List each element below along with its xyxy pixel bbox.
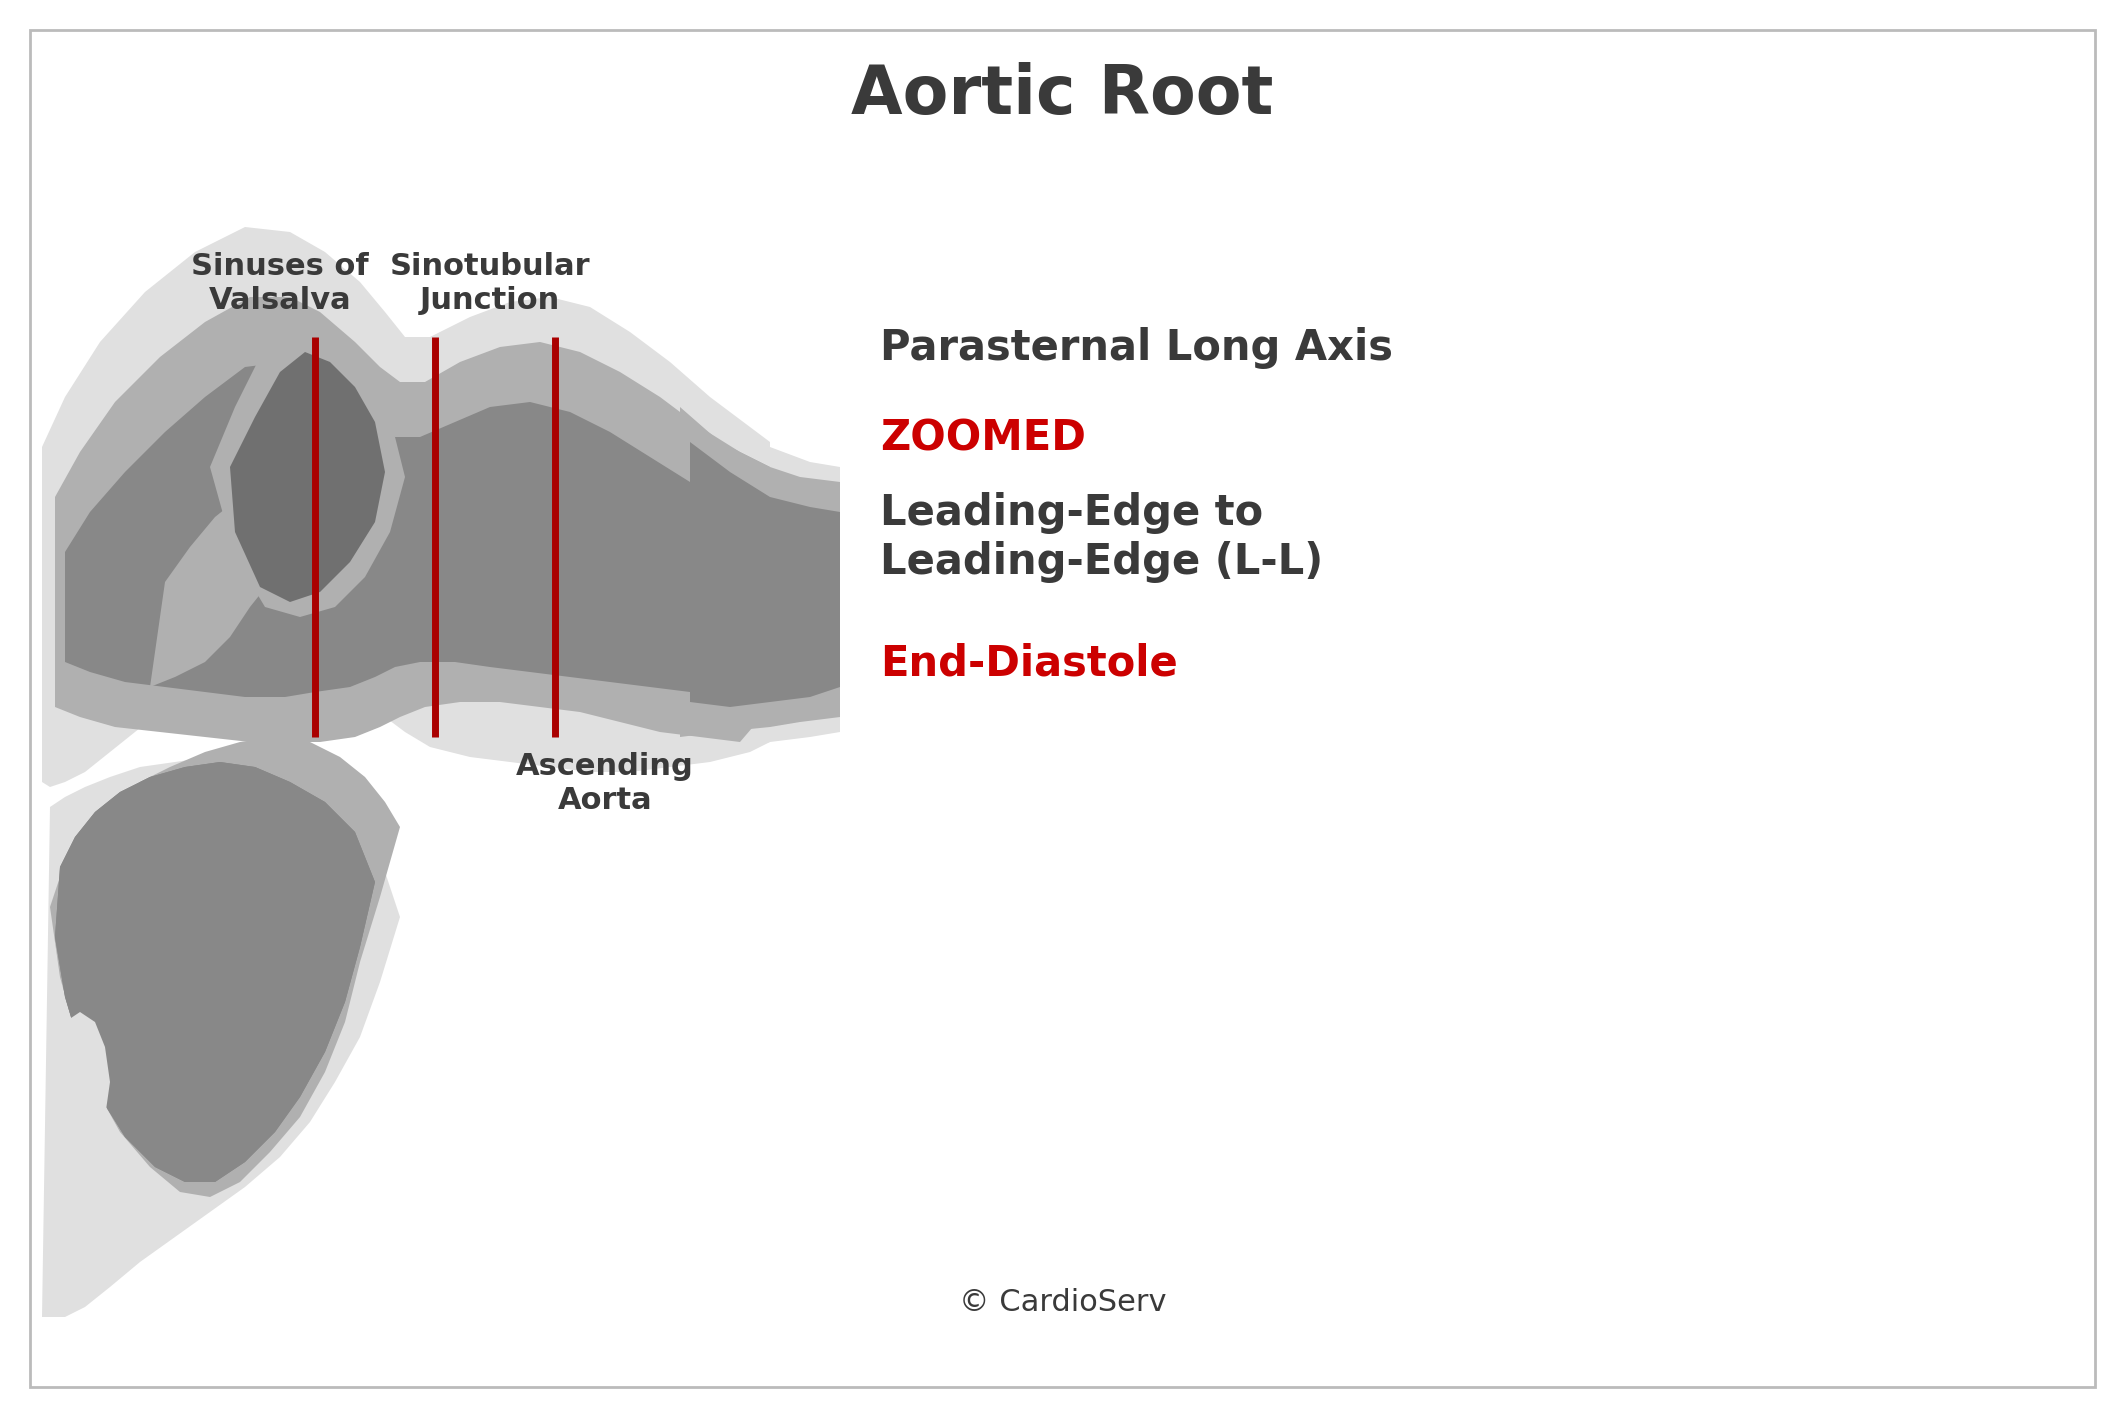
Polygon shape [680,407,839,737]
Text: Sinuses of
Valsalva: Sinuses of Valsalva [191,252,370,315]
Text: Ascending
Aorta: Ascending Aorta [516,752,695,815]
Polygon shape [55,762,374,1182]
Polygon shape [51,737,400,1197]
Polygon shape [42,227,769,786]
Polygon shape [66,361,769,697]
Text: Leading-Edge to
Leading-Edge (L-L): Leading-Edge to Leading-Edge (L-L) [880,492,1324,582]
Polygon shape [42,757,400,1316]
Text: Sinotubular
Junction: Sinotubular Junction [389,252,591,315]
FancyBboxPatch shape [30,30,2095,1387]
Polygon shape [55,762,374,1182]
Polygon shape [51,1012,110,1162]
Polygon shape [650,367,839,757]
Polygon shape [230,351,385,602]
Text: © CardioServ: © CardioServ [958,1288,1167,1316]
Polygon shape [151,497,295,687]
Polygon shape [210,327,406,616]
Text: Parasternal Long Axis: Parasternal Long Axis [880,327,1394,368]
Text: End-Diastole: End-Diastole [880,642,1177,684]
Polygon shape [55,298,769,743]
Polygon shape [691,442,839,707]
Text: ZOOMED: ZOOMED [880,417,1086,459]
Text: Aortic Root: Aortic Root [852,62,1273,128]
